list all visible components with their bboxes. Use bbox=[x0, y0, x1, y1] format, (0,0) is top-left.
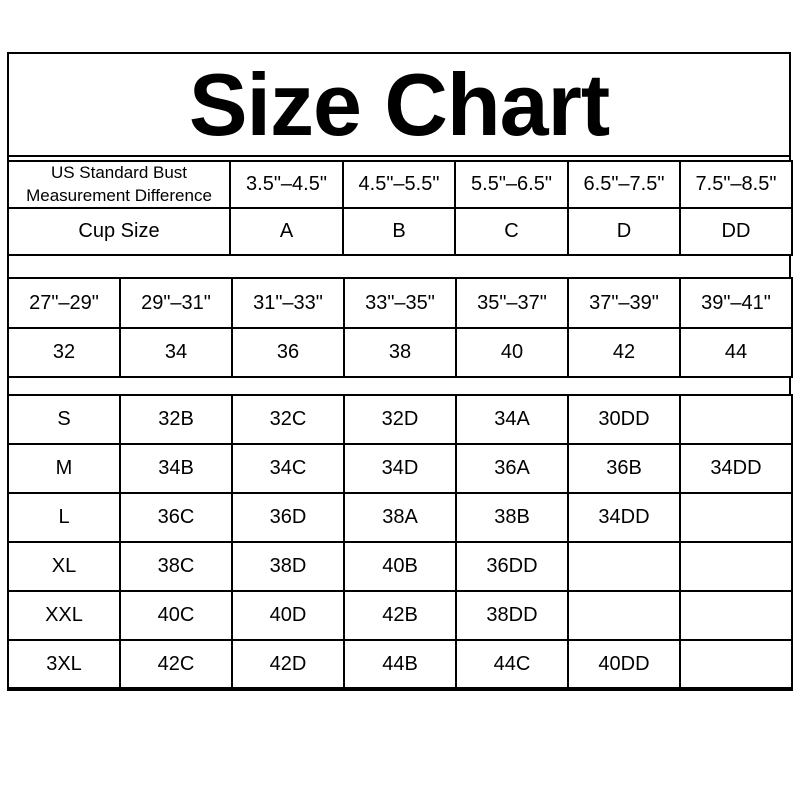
table-row: M 34B 34C 34D 36A 36B 34DD bbox=[7, 443, 793, 494]
band-range-cell: 37"–39" bbox=[567, 277, 681, 329]
band-size-cell: 40 bbox=[455, 327, 569, 378]
size-cell: 36D bbox=[231, 492, 345, 543]
diff-range-cell: 7.5"–8.5" bbox=[679, 160, 793, 209]
size-cell bbox=[567, 541, 681, 592]
band-size-cell: 38 bbox=[343, 327, 457, 378]
table-row: S 32B 32C 32D 34A 30DD bbox=[7, 394, 793, 445]
size-cell: 38B bbox=[455, 492, 569, 543]
size-cell: 44C bbox=[455, 639, 569, 690]
size-cell: 44B bbox=[343, 639, 457, 690]
band-size-cell: 32 bbox=[7, 327, 121, 378]
size-cell: 34B bbox=[119, 443, 233, 494]
apparel-size-table: S 32B 32C 32D 34A 30DD M 34B 34C 34D 36A… bbox=[7, 394, 793, 691]
size-cell: 36A bbox=[455, 443, 569, 494]
size-cell: 42D bbox=[231, 639, 345, 690]
band-range-cell: 35"–37" bbox=[455, 277, 569, 329]
size-cell: 34A bbox=[455, 394, 569, 445]
size-row-label: XL bbox=[7, 541, 121, 592]
measure-diff-header-line1: US Standard Bust bbox=[50, 163, 188, 183]
frame-gap bbox=[7, 157, 791, 160]
size-cell bbox=[679, 541, 793, 592]
size-cell: 34C bbox=[231, 443, 345, 494]
diff-range-cell: 6.5"–7.5" bbox=[567, 160, 681, 209]
size-cell bbox=[567, 590, 681, 641]
size-cell: 32C bbox=[231, 394, 345, 445]
band-range-cell: 33"–35" bbox=[343, 277, 457, 329]
band-range-cell: 39"–41" bbox=[679, 277, 793, 329]
size-cell: 34D bbox=[343, 443, 457, 494]
size-cell: 38D bbox=[231, 541, 345, 592]
size-row-label: S bbox=[7, 394, 121, 445]
size-cell: 40B bbox=[343, 541, 457, 592]
size-cell: 36B bbox=[567, 443, 681, 494]
size-cell bbox=[679, 394, 793, 445]
size-cell: 42C bbox=[119, 639, 233, 690]
size-cell: 38DD bbox=[455, 590, 569, 641]
size-cell: 40DD bbox=[567, 639, 681, 690]
size-row-label: 3XL bbox=[7, 639, 121, 690]
frame-gap bbox=[7, 256, 791, 277]
band-range-cell: 31"–33" bbox=[231, 277, 345, 329]
page-title: Size Chart bbox=[188, 54, 610, 154]
size-cell bbox=[679, 639, 793, 690]
band-size-row: 32 34 36 38 40 42 44 bbox=[7, 327, 793, 378]
title-box: Size Chart bbox=[7, 52, 791, 157]
band-size-cell: 42 bbox=[567, 327, 681, 378]
cup-cell: D bbox=[567, 207, 681, 256]
band-size-table: 27"–29" 29"–31" 31"–33" 33"–35" 35"–37" … bbox=[7, 277, 793, 378]
size-cell: 30DD bbox=[567, 394, 681, 445]
size-cell: 38C bbox=[119, 541, 233, 592]
cup-size-row: Cup Size A B C D DD bbox=[7, 207, 793, 256]
size-cell: 36C bbox=[119, 492, 233, 543]
cup-cell: A bbox=[229, 207, 344, 256]
size-row-label: XXL bbox=[7, 590, 121, 641]
band-size-cell: 34 bbox=[119, 327, 233, 378]
size-row-label: L bbox=[7, 492, 121, 543]
size-cell: 32D bbox=[343, 394, 457, 445]
size-cell: 32B bbox=[119, 394, 233, 445]
cup-cell: C bbox=[454, 207, 569, 256]
table-row: 3XL 42C 42D 44B 44C 40DD bbox=[7, 639, 793, 690]
cup-measure-table: US Standard Bust Measurement Difference … bbox=[7, 160, 793, 256]
diff-range-cell: 3.5"–4.5" bbox=[229, 160, 344, 209]
size-row-label: M bbox=[7, 443, 121, 494]
size-cell: 40D bbox=[231, 590, 345, 641]
table-row: XXL 40C 40D 42B 38DD bbox=[7, 590, 793, 641]
table-row: XL 38C 38D 40B 36DD bbox=[7, 541, 793, 592]
size-cell: 36DD bbox=[455, 541, 569, 592]
size-cell: 38A bbox=[343, 492, 457, 543]
size-cell: 34DD bbox=[567, 492, 681, 543]
diff-range-row: US Standard Bust Measurement Difference … bbox=[7, 160, 793, 209]
size-cell: 34DD bbox=[679, 443, 793, 494]
size-cell bbox=[679, 492, 793, 543]
size-chart-sheet: Size Chart US Standard Bust Measurement … bbox=[7, 0, 793, 691]
band-size-cell: 36 bbox=[231, 327, 345, 378]
underbust-range-row: 27"–29" 29"–31" 31"–33" 33"–35" 35"–37" … bbox=[7, 277, 793, 329]
size-cell: 40C bbox=[119, 590, 233, 641]
band-range-cell: 27"–29" bbox=[7, 277, 121, 329]
band-size-cell: 44 bbox=[679, 327, 793, 378]
table-row: L 36C 36D 38A 38B 34DD bbox=[7, 492, 793, 543]
cup-size-label: Cup Size bbox=[7, 207, 231, 256]
band-range-cell: 29"–31" bbox=[119, 277, 233, 329]
measure-diff-header-line2: Measurement Difference bbox=[26, 185, 212, 205]
diff-range-cell: 5.5"–6.5" bbox=[454, 160, 569, 209]
cup-cell: DD bbox=[679, 207, 793, 256]
diff-range-cell: 4.5"–5.5" bbox=[342, 160, 456, 209]
frame-gap bbox=[7, 378, 791, 394]
size-cell: 42B bbox=[343, 590, 457, 641]
size-cell bbox=[679, 590, 793, 641]
cup-cell: B bbox=[342, 207, 456, 256]
measure-diff-header: US Standard Bust Measurement Difference bbox=[7, 160, 231, 209]
